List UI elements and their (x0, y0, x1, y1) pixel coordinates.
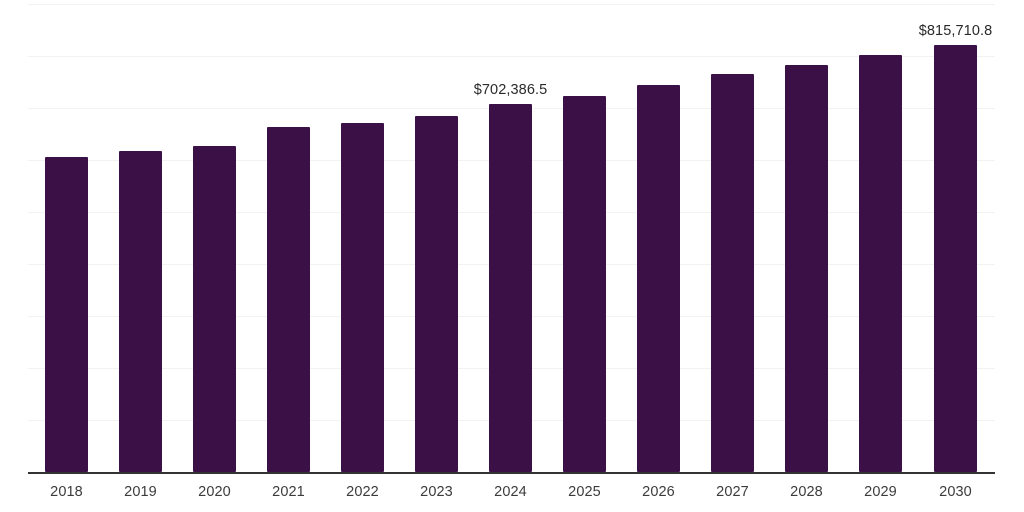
tick-label-2024: 2024 (494, 484, 527, 500)
tick-label-2027: 2027 (716, 484, 749, 500)
tick-label-2022: 2022 (346, 484, 379, 500)
tick-label-2019: 2019 (124, 484, 157, 500)
value-label-2030: $815,710.8 (918, 23, 993, 39)
tick-label-2029: 2029 (864, 484, 897, 500)
tick-label-2025: 2025 (568, 484, 601, 500)
bar-2029[interactable] (859, 55, 902, 472)
tick-label-2018: 2018 (50, 484, 83, 500)
tick-label-2026: 2026 (642, 484, 675, 500)
bar-2024[interactable] (489, 104, 532, 472)
bar-2023[interactable] (415, 116, 458, 472)
tick-label-2021: 2021 (272, 484, 305, 500)
bar-2019[interactable] (119, 151, 162, 472)
tick-label-2020: 2020 (198, 484, 231, 500)
bar-2026[interactable] (637, 85, 680, 472)
gridline (28, 56, 995, 57)
tick-label-2028: 2028 (790, 484, 823, 500)
bar-2030[interactable] (934, 45, 977, 472)
bar-2028[interactable] (785, 65, 828, 472)
bar-2018[interactable] (45, 157, 88, 472)
bar-2022[interactable] (341, 123, 384, 472)
bar-2020[interactable] (193, 146, 236, 472)
bar-2021[interactable] (267, 127, 310, 472)
x-axis-line (28, 472, 995, 474)
tick-label-2030: 2030 (939, 484, 972, 500)
gridline (28, 4, 995, 5)
tick-label-2023: 2023 (420, 484, 453, 500)
bar-2027[interactable] (711, 74, 754, 472)
value-label-2024: $702,386.5 (473, 82, 548, 98)
bar-2025[interactable] (563, 96, 606, 472)
